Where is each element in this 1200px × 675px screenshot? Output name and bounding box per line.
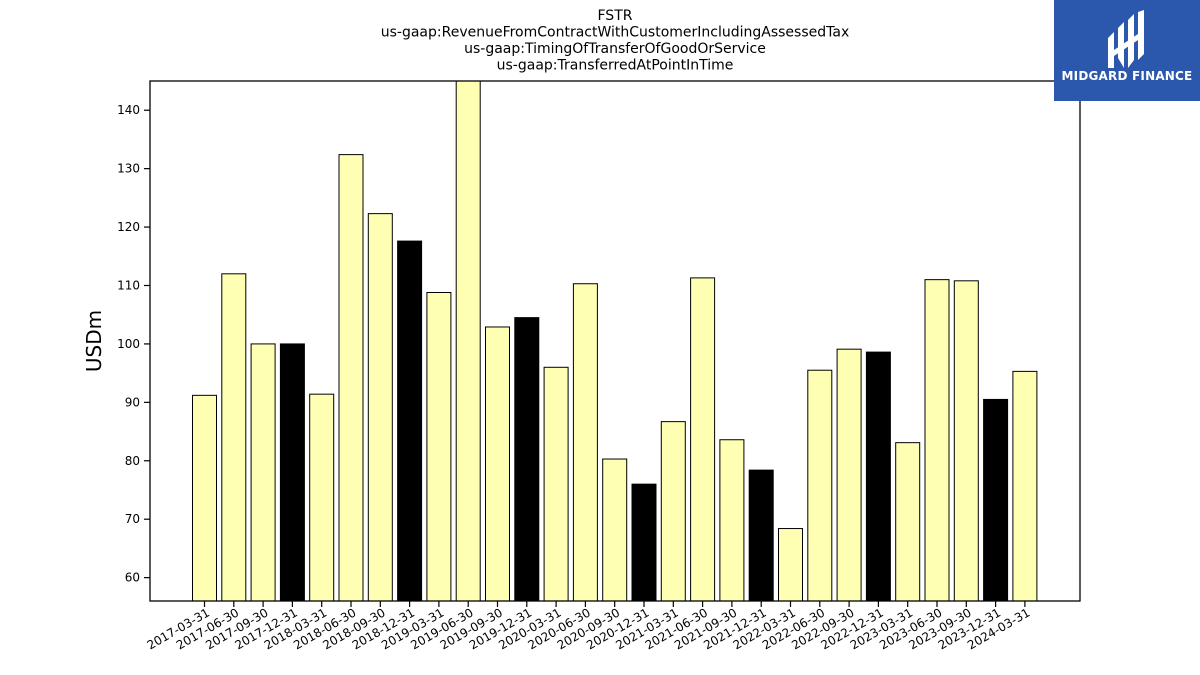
bar: [719, 439, 745, 602]
bar: [748, 469, 774, 602]
bar: [690, 277, 716, 602]
y-tick-label: 120: [117, 220, 140, 234]
y-tick-label: 90: [125, 395, 140, 409]
bar: [279, 343, 305, 602]
bar: [865, 351, 891, 602]
bar: [455, 80, 481, 602]
x-axis: 2017-03-312017-06-302017-09-302017-12-31…: [145, 601, 1032, 652]
brand-logo: MIDGARD FINANCE: [1054, 0, 1200, 101]
title-line: us-gaap:RevenueFromContractWithCustomerI…: [381, 25, 850, 41]
bar: [572, 283, 598, 602]
bar: [250, 343, 276, 602]
bar: [895, 442, 921, 602]
y-tick-label: 110: [117, 278, 140, 292]
bar: [543, 366, 569, 602]
y-tick-label: 80: [125, 454, 140, 468]
bar: [485, 326, 510, 602]
bar: [192, 394, 217, 602]
bar: [953, 280, 979, 602]
bars: [192, 80, 1038, 602]
bar: [983, 398, 1009, 602]
y-tick-label: 60: [125, 571, 140, 585]
midgard-logo-icon: [1108, 10, 1144, 68]
title-line: us-gaap:TimingOfTransferOfGoodOrService: [464, 41, 766, 57]
bar: [631, 483, 657, 602]
chart-title: FSTRus-gaap:RevenueFromContractWithCusto…: [381, 8, 850, 74]
y-tick-label: 100: [117, 337, 140, 351]
bar: [836, 348, 862, 602]
y-tick-label: 130: [117, 162, 140, 176]
bar: [924, 279, 950, 602]
logo-text: MIDGARD FINANCE: [1061, 69, 1193, 83]
bar: [660, 421, 686, 602]
bar: [397, 240, 423, 602]
bar: [1012, 370, 1038, 602]
bar: [514, 317, 540, 602]
bar: [807, 369, 833, 602]
bar: [426, 292, 452, 602]
bar: [602, 458, 628, 602]
y-axis-label: USDm: [82, 310, 106, 372]
bar: [309, 393, 335, 602]
bar: [367, 213, 393, 602]
y-tick-label: 70: [125, 512, 140, 526]
bar: [338, 154, 364, 602]
bar: [221, 273, 247, 602]
title-line: FSTR: [598, 8, 633, 24]
y-tick-label: 140: [117, 103, 140, 117]
bar: [778, 528, 803, 602]
y-axis: 60 70 80 90 100 110 120 130 140: [117, 103, 150, 585]
title-line: us-gaap:TransferredAtPointInTime: [497, 58, 734, 74]
